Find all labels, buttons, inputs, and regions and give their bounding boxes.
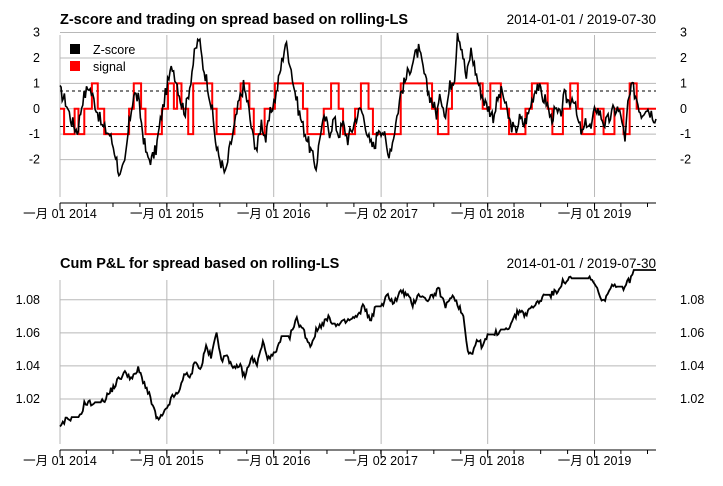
zscore-chart-title: Z-score and trading on spread based on r… <box>60 12 408 28</box>
zscore-y-tick-label-right: 3 <box>680 26 687 40</box>
pnl-panel: Cum P&L for spread based on rolling-LS 2… <box>16 256 705 468</box>
zscore-x-tick-label: 一月 01 2015 <box>130 207 204 221</box>
zscore-x-tick-label: 一月 01 2018 <box>451 207 525 221</box>
pnl-y-tick-label-right: 1.02 <box>680 392 704 406</box>
zscore-x-tick-label: 一月 02 2017 <box>344 207 418 221</box>
zscore-legend: Z-score signal <box>70 43 135 74</box>
zscore-x-axis: 一月 01 2014 一月 01 2015 一月 01 2016 一月 02 2017… <box>23 202 656 221</box>
signal-legend-label: signal <box>93 60 126 74</box>
zscore-y-tick-label-right: -2 <box>680 153 691 167</box>
pnl-x-axis: 一月 01 2014 一月 01 2015 一月 01 2016 一月 02 2017… <box>23 449 656 468</box>
zscore-y-tick-label-left: -1 <box>29 127 40 141</box>
pnl-x-tick-label: 一月 01 2016 <box>237 454 311 468</box>
zscore-x-tick-label: 一月 01 2019 <box>558 207 632 221</box>
zscore-y-tick-label-right: 1 <box>680 76 687 90</box>
pnl-x-tick-label: 一月 01 2014 <box>23 454 97 468</box>
pnl-y-tick-label-left: 1.02 <box>16 392 40 406</box>
zscore-series-line <box>59 32 657 178</box>
zscore-panel: Z-score and trading on spread based on r… <box>23 12 691 221</box>
zscore-y-tick-labels-left: -2 -1 0 1 2 3 <box>29 26 40 167</box>
zscore-y-tick-label-left: 2 <box>33 51 40 65</box>
signal-legend-swatch <box>70 61 80 71</box>
pnl-x-tick-label: 一月 02 2017 <box>344 454 418 468</box>
zscore-y-tick-labels-right: -2 -1 0 1 2 3 <box>680 26 691 167</box>
pnl-y-tick-labels-left: 1.02 1.04 1.06 1.08 <box>16 293 40 406</box>
pnl-y-tick-labels-right: 1.02 1.04 1.06 1.08 <box>680 293 704 406</box>
zscore-y-tick-label-left: -2 <box>29 153 40 167</box>
pnl-chart-title: Cum P&L for spread based on rolling-LS <box>60 256 340 272</box>
pnl-y-tick-label-left: 1.06 <box>16 326 40 340</box>
pnl-x-tick-label: 一月 01 2019 <box>558 454 632 468</box>
zscore-y-tick-label-left: 0 <box>33 102 40 116</box>
pnl-y-tick-label-right: 1.06 <box>680 326 704 340</box>
zscore-date-range: 2014-01-01 / 2019-07-30 <box>507 12 656 27</box>
zscore-legend-swatch <box>70 44 80 54</box>
zscore-y-tick-label-left: 3 <box>33 26 40 40</box>
pnl-date-range: 2014-01-01 / 2019-07-30 <box>507 256 656 271</box>
zscore-y-tick-label-right: -1 <box>680 127 691 141</box>
pnl-y-tick-label-right: 1.04 <box>680 359 704 373</box>
pnl-y-tick-label-left: 1.04 <box>16 359 40 373</box>
pnl-y-tick-label-left: 1.08 <box>16 293 40 307</box>
zscore-x-tick-label: 一月 01 2014 <box>23 207 97 221</box>
pnl-x-tick-label: 一月 01 2015 <box>130 454 204 468</box>
zscore-x-tick-label: 一月 01 2016 <box>237 207 311 221</box>
pnl-y-tick-label-right: 1.08 <box>680 293 704 307</box>
zscore-y-tick-label-right: 2 <box>680 51 687 65</box>
pnl-series-line <box>59 269 657 428</box>
zscore-y-tick-label-right: 0 <box>680 102 687 116</box>
signal-series-line <box>60 82 656 136</box>
pnl-gridlines <box>59 280 656 444</box>
pnl-x-tick-label: 一月 01 2018 <box>451 454 525 468</box>
zscore-y-tick-label-left: 1 <box>33 76 40 90</box>
zscore-legend-label: Z-score <box>93 43 135 57</box>
